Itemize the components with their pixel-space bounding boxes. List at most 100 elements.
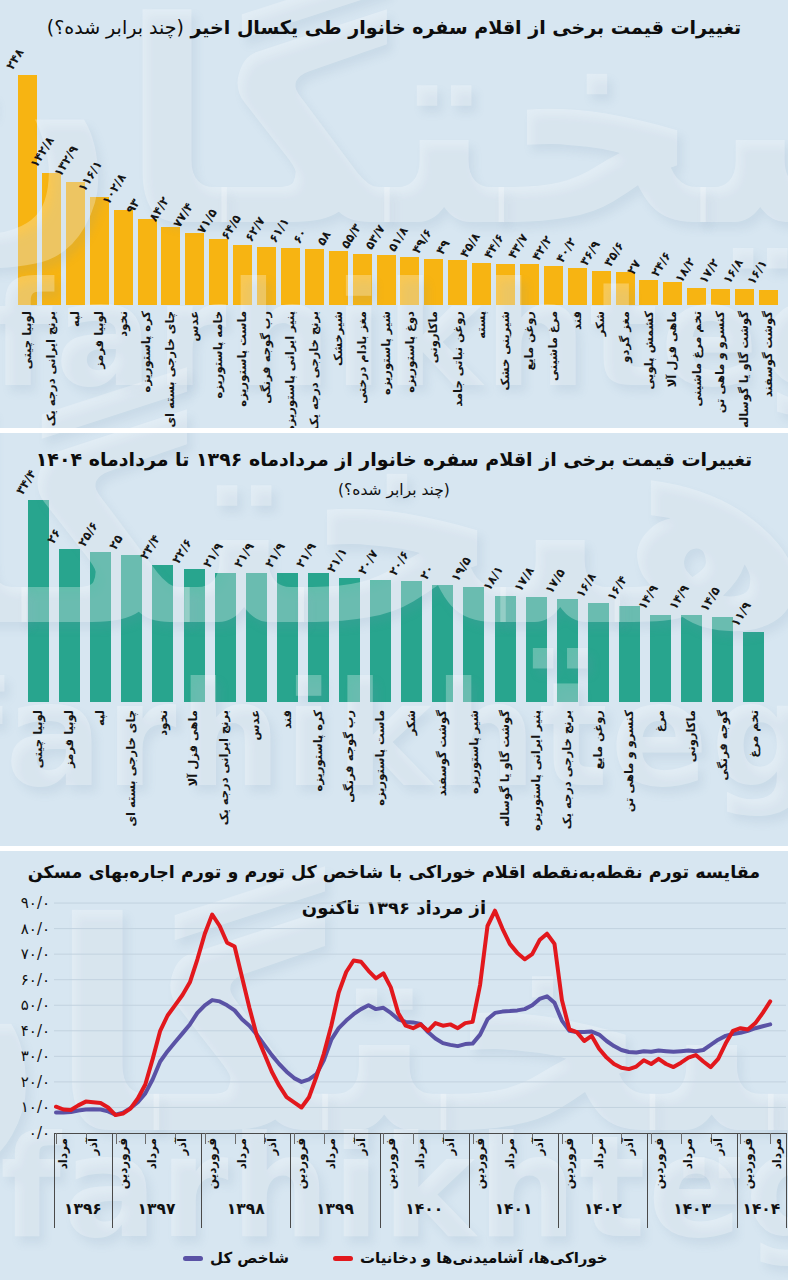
bar <box>377 255 396 305</box>
bar <box>185 233 204 305</box>
chart2-title: تغییرات قیمت برخی از اقلام سفره خانوار ا… <box>0 448 788 470</box>
bar-value-label: ۲۱/۹ <box>201 541 226 570</box>
bar-category-label: خامه پاستوریزه <box>212 311 225 398</box>
x-axis-section-border <box>290 1133 291 1228</box>
bar <box>592 271 611 305</box>
bar-value-label: ۶۲/۷ <box>243 215 268 244</box>
y-axis-tick-label: ۷۰/۰ <box>8 945 50 963</box>
bar <box>215 573 236 702</box>
bar-category-label: عدس <box>250 710 263 740</box>
bar-category-label: برنج خارجی درجه یک <box>561 710 574 829</box>
bar <box>424 259 443 305</box>
bar-category-label: ماست پاستوریزه <box>236 311 249 407</box>
y-axis-tick-label: ۸۰/۰ <box>8 920 50 938</box>
x-axis-section-border <box>558 1133 559 1228</box>
bar-value-label: ۶۴/۵ <box>219 213 244 242</box>
bar <box>639 280 658 305</box>
total-index-line-swatch <box>183 1256 203 1261</box>
bar <box>184 569 205 702</box>
month-label: فروردین <box>653 1138 666 1189</box>
bar <box>353 254 372 305</box>
bar-value-label: ۱۶/۱ <box>745 258 770 287</box>
bar-value-label: ۶۰ <box>291 227 310 246</box>
bar-category-label: تخم مرغ <box>747 710 760 758</box>
bar-value-label: ۱۴/۹ <box>667 582 692 611</box>
year-label: ۱۴۰۲ <box>563 1200 643 1218</box>
bar <box>496 264 515 305</box>
bar <box>90 197 109 305</box>
month-label: فروردین <box>117 1138 130 1189</box>
bar-category-label: ماکارونی <box>685 710 698 762</box>
bar-category-label: کره پاستوریزه <box>312 710 325 791</box>
bar-category-label: گوشت گاو یا گوساله <box>738 311 751 428</box>
bar <box>687 288 706 305</box>
bar-category-label: برنج خارجی درجه یک <box>308 311 321 430</box>
month-label: فروردین <box>742 1138 755 1189</box>
bar-value-label: ۱۶/۴ <box>605 573 630 602</box>
chart2-subtitle: (چند برابر شده؟) <box>0 481 788 499</box>
bar-value-label: ۶۱/۱ <box>267 216 292 245</box>
bar <box>495 596 516 702</box>
x-axis-top-border <box>54 1133 786 1134</box>
bar-category-label: قند <box>571 311 584 330</box>
bar-value-label: ۲۱/۱ <box>325 546 350 575</box>
legend-item-food: خوراکی‌ها، آشامیدنی‌ها و دخانیات <box>333 1249 608 1267</box>
bar-value-label: ۴۲/۲ <box>530 234 555 263</box>
bar-category-label: گوشت گاو یا گوساله <box>499 710 512 827</box>
month-label: مرداد <box>682 1138 695 1169</box>
bar <box>681 615 702 702</box>
bar-value-label: ۲۳/۴ <box>138 532 163 561</box>
y-axis-tick-label: ۴۰/۰ <box>8 1022 50 1040</box>
bar <box>472 263 491 305</box>
bar <box>28 500 49 702</box>
bar-category-label: نخود <box>117 311 130 337</box>
bar <box>712 617 733 702</box>
y-axis-tick-label: ۰/۰ <box>8 1124 50 1142</box>
bar-category-label: کره پاستوریزه <box>141 311 154 392</box>
bar-value-label: ۸۴/۲ <box>147 195 172 224</box>
chart3-subtitle: از مرداد ۱۳۹۶ تاکنون <box>0 897 788 918</box>
bar <box>114 210 133 305</box>
month-label: مرداد <box>593 1138 606 1169</box>
bar-category-label: رب گوجه فرنگی <box>260 311 273 404</box>
bar <box>663 282 682 305</box>
bar <box>138 219 157 305</box>
bar-value-label: ۲۱/۹ <box>232 541 257 570</box>
month-label: فروردین <box>296 1138 309 1189</box>
bar-category-label: گوجه فرنگی <box>716 710 729 781</box>
bar-value-label: ۲۵ <box>107 533 126 552</box>
month-label: آذر <box>444 1138 457 1155</box>
bar-value-label: ۱۸/۱ <box>480 563 505 592</box>
bar <box>650 615 671 702</box>
month-label: آذر <box>534 1138 547 1155</box>
month-label: آذر <box>355 1138 368 1155</box>
bar-category-label: لوبیا قرمز <box>93 311 106 369</box>
watermark-text-fa: فرهیختگان <box>0 885 788 1175</box>
bar <box>257 247 276 305</box>
bar-value-label: ۲۲/۶ <box>169 537 194 566</box>
bar-category-label: روغن مایع <box>592 710 605 770</box>
bar <box>339 578 360 702</box>
bar-value-label: ۵۸ <box>315 229 334 248</box>
bar-category-label: برنج ایرانی درجه یک <box>219 710 232 825</box>
bar-category-label: گوشت گوسفند <box>762 311 775 397</box>
bar-category-label: مرغ ماشینی <box>547 311 560 381</box>
legend-item-total-index: شاخص کل <box>183 1249 289 1267</box>
bar <box>463 587 484 702</box>
bar-category-label: مغز بادام درختی <box>356 311 369 404</box>
y-axis-tick-label: ۹۰/۰ <box>8 894 50 912</box>
bar <box>401 581 422 702</box>
bar <box>90 552 111 702</box>
bar <box>305 249 324 305</box>
bar-category-label: کشمش پلویی <box>642 311 655 390</box>
bar-value-label: ۱۸/۲ <box>673 256 698 285</box>
bar-category-label: پنیر ایرانی پاستوریزه <box>530 710 543 831</box>
bar-category-label: لپه <box>94 710 107 726</box>
bar-category-label: ماست پاستوریزه <box>374 710 387 806</box>
bar-category-label: ماهی قزل آلا <box>188 710 201 786</box>
bar-category-label: شیر پاستوریزه <box>467 710 480 794</box>
year-label: ۱۳۹۸ <box>206 1200 286 1218</box>
bar-value-label: ۴۵/۸ <box>458 230 483 259</box>
bar <box>281 248 300 305</box>
bar-category-label: مرغ <box>654 710 667 732</box>
